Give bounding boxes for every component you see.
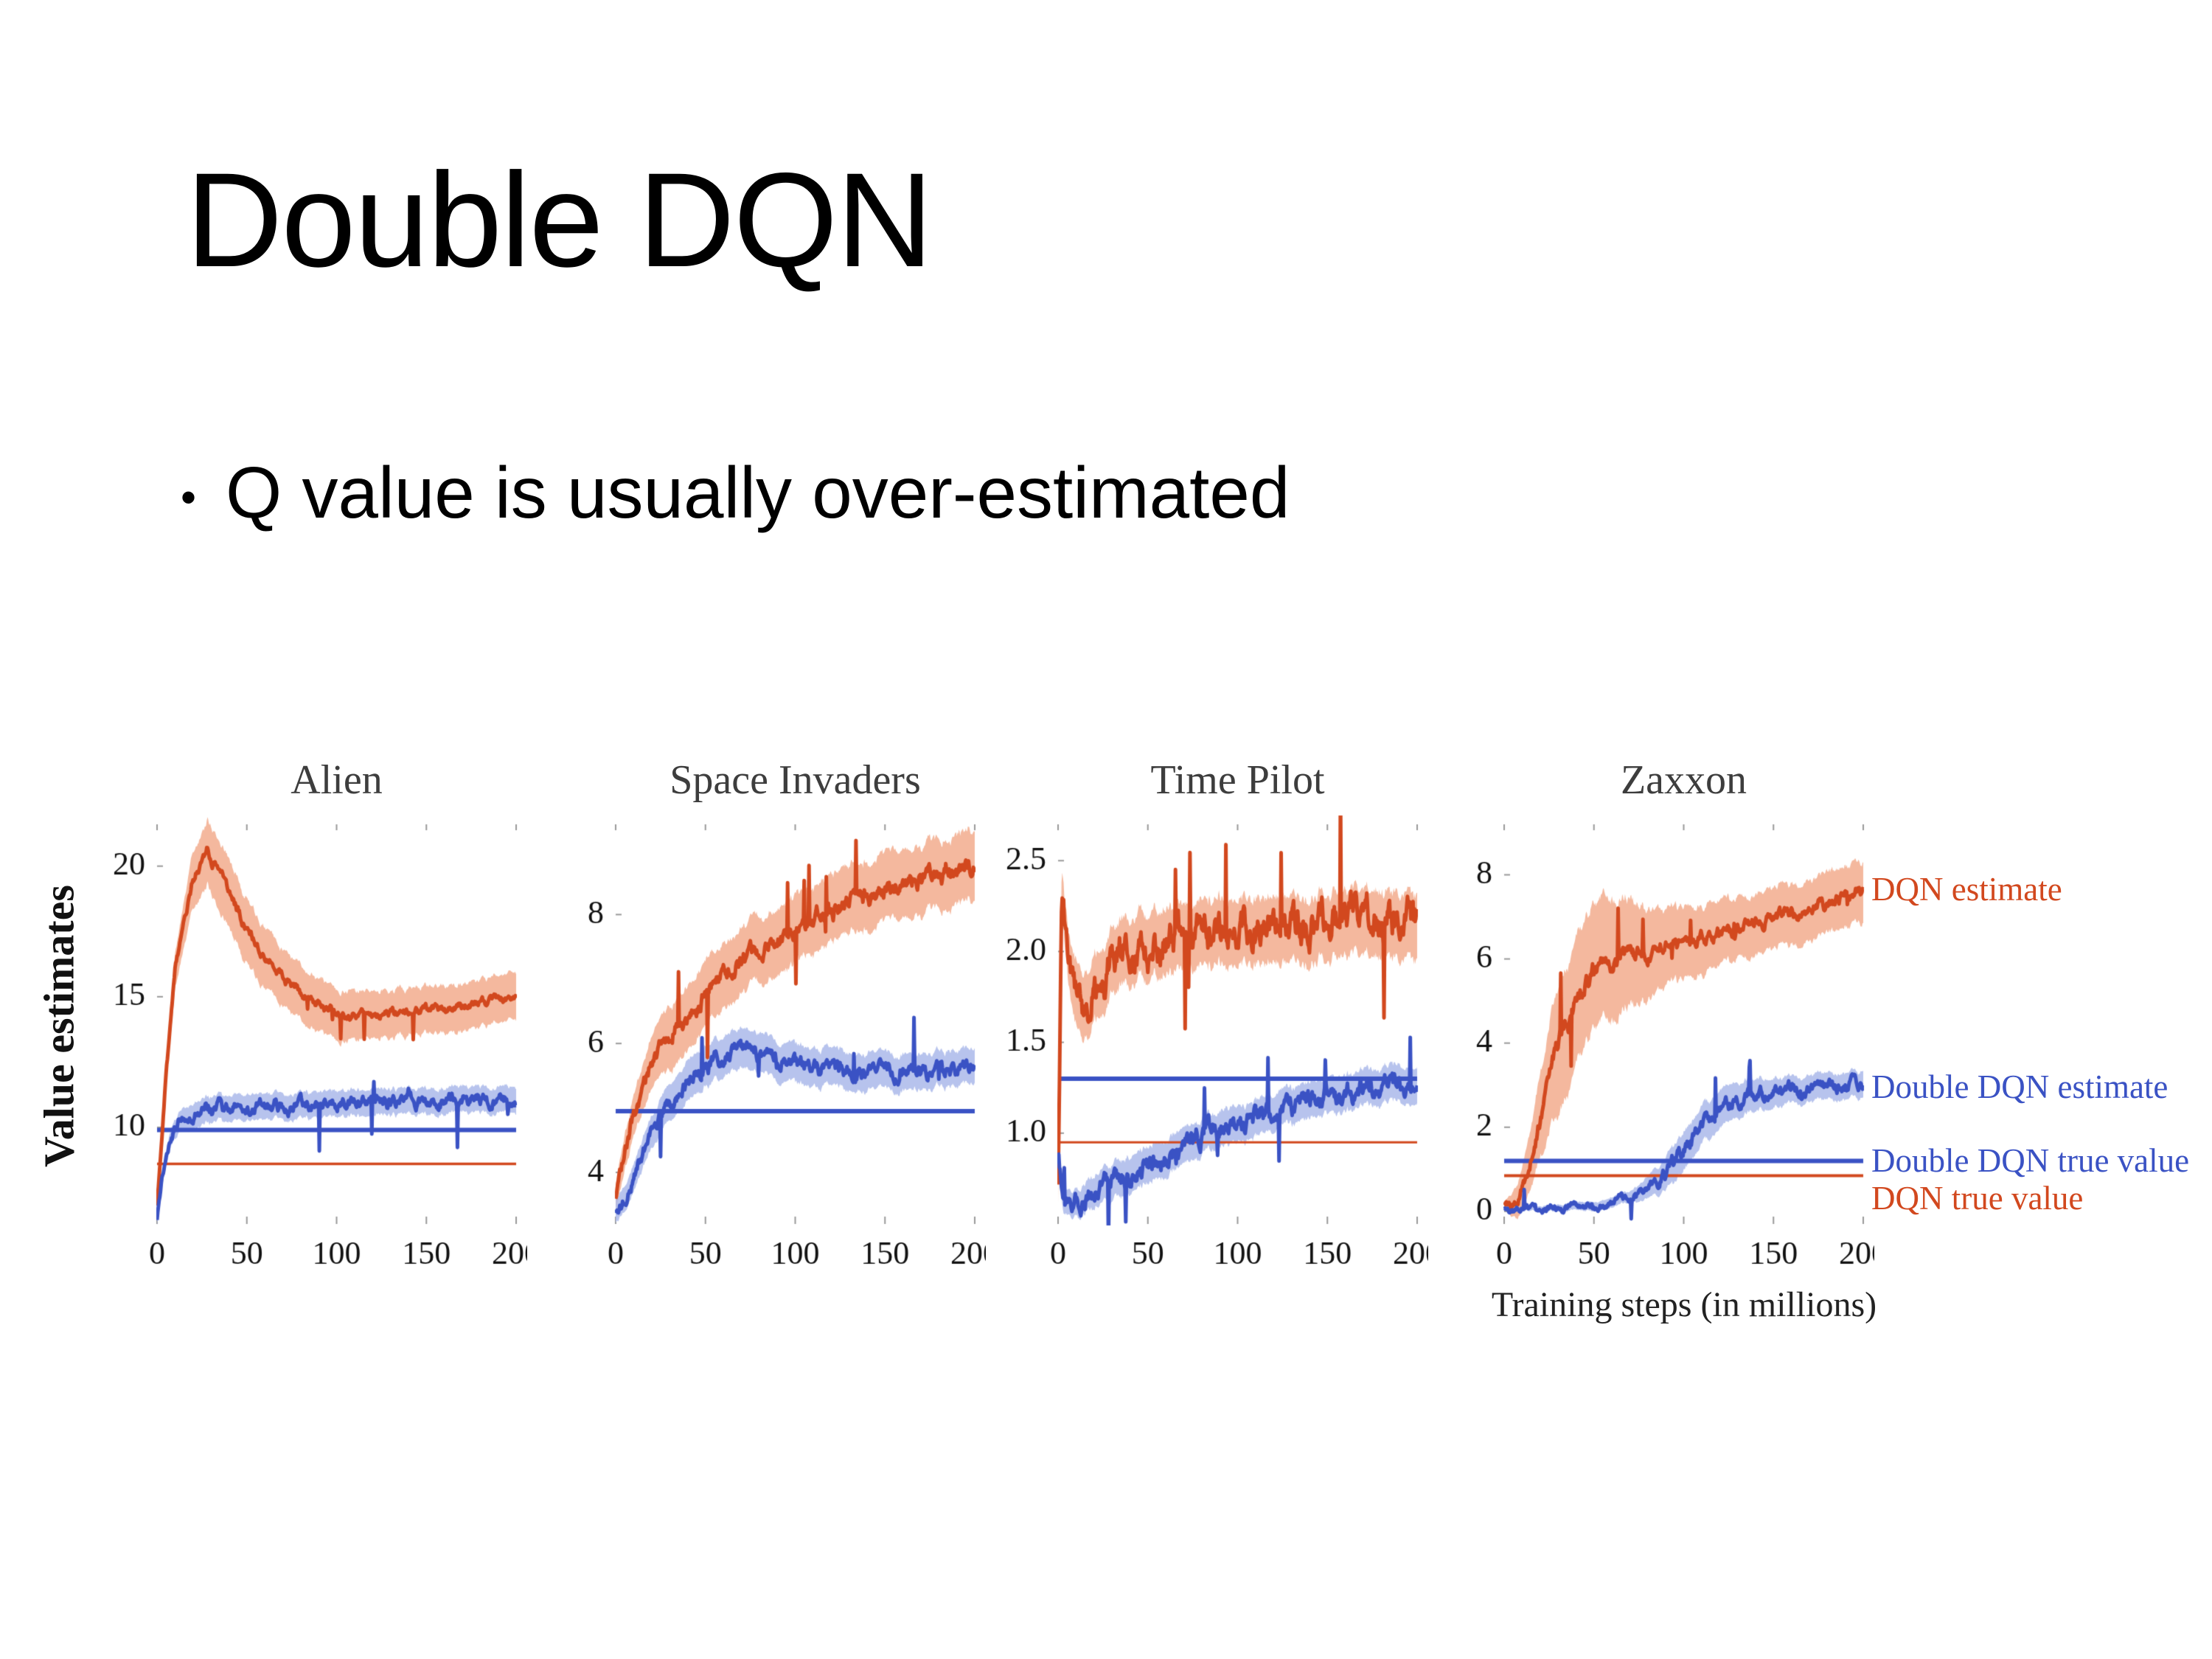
legend-dqn-estimate: DQN estimate: [1871, 871, 2062, 908]
time-pilot-chart-canvas: [984, 811, 1428, 1298]
alien-chart-canvas: [83, 811, 527, 1298]
subplot-title-zaxxon: Zaxxon: [1620, 757, 1747, 803]
legend-dqn-true-value: DQN true value: [1871, 1180, 2084, 1217]
legend-double-dqn-true-value: Double DQN true value: [1871, 1142, 2190, 1179]
y-axis-label: Value estimates: [35, 885, 83, 1167]
zaxxon-chart-canvas: [1430, 811, 1874, 1298]
bullet-text: Q value is usually over-estimated: [226, 452, 1290, 533]
subplot-title-alien: Alien: [291, 757, 383, 803]
bullet-item: • Q value is usually over-estimated: [181, 451, 1290, 535]
space-invaders-chart-canvas: [542, 811, 986, 1298]
slide-title: Double DQN: [186, 145, 933, 295]
legend-double-dqn-estimate: Double DQN estimate: [1871, 1068, 2168, 1105]
x-axis-label: Training steps (in millions): [1491, 1285, 1877, 1324]
subplot-title-space-invaders: Space Invaders: [669, 757, 921, 803]
bullet-glyph: •: [181, 473, 197, 522]
subplot-title-time-pilot: Time Pilot: [1150, 757, 1325, 803]
